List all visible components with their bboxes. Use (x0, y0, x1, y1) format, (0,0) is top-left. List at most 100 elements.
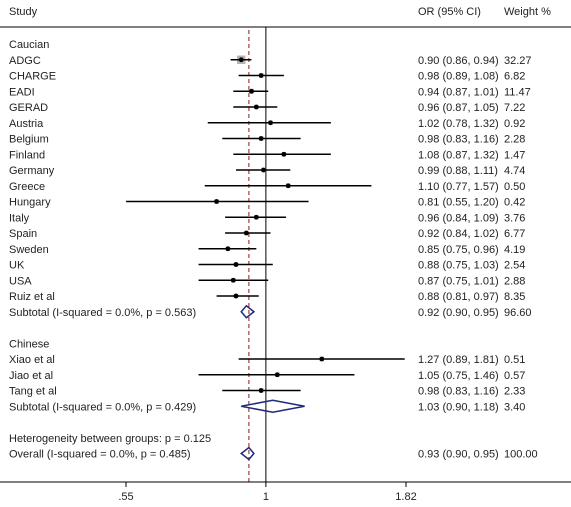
study-label: Spain (9, 228, 37, 240)
weight-value: 8.35 (504, 291, 525, 303)
point-estimate (249, 88, 254, 94)
weight-value: 2.28 (504, 134, 525, 146)
header-or: OR (95% CI) (418, 6, 481, 18)
header-row: Study OR (95% CI) Weight % (9, 6, 551, 18)
or-ci-value: 1.27 (0.89, 1.81) (418, 354, 499, 366)
point-estimate (281, 151, 287, 157)
point-estimate (253, 214, 259, 220)
weight-value: 0.57 (504, 370, 525, 382)
header-study: Study (9, 6, 38, 18)
subgroup-label: Caucian (9, 39, 49, 51)
x-axis: .55 1 1.82 (0, 481, 571, 503)
point-estimate (258, 136, 264, 141)
pooled-diamond (241, 399, 305, 414)
study-label: UK (9, 260, 25, 272)
or-ci-value: 0.92 (0.90, 0.95) (418, 307, 499, 319)
point-estimate (233, 262, 239, 267)
weight-value: 0.92 (504, 118, 525, 130)
study-label: Austria (9, 118, 44, 130)
weight-value: 4.74 (504, 165, 525, 177)
weight-value: 96.60 (504, 307, 532, 319)
or-ci-value: 0.98 (0.83, 1.16) (418, 386, 499, 398)
point-estimate (238, 57, 244, 63)
point-estimate (268, 120, 273, 126)
weight-value: 2.54 (504, 260, 525, 272)
study-label: ADGC (9, 55, 41, 67)
weight-value: 7.22 (504, 102, 525, 114)
study-label: Hungary (9, 197, 51, 209)
study-label: Belgium (9, 134, 49, 146)
study-label: GERAD (9, 102, 48, 114)
study-label: Finland (9, 149, 45, 161)
weight-value: 6.77 (504, 228, 525, 240)
point-estimate (214, 199, 219, 204)
study-label: USA (9, 275, 32, 287)
x-tick-label: 1.82 (395, 491, 416, 503)
or-ci-value: 0.88 (0.75, 1.03) (418, 260, 499, 272)
point-estimate (261, 167, 266, 173)
x-tick-label: .55 (118, 491, 133, 503)
point-estimate (319, 356, 325, 362)
weight-value: 100.00 (504, 449, 538, 461)
study-label: Tang et al (9, 386, 57, 398)
study-label: Ruiz et al (9, 291, 55, 303)
weight-value: 2.88 (504, 275, 525, 287)
study-label: Italy (9, 212, 30, 224)
weight-value: 4.19 (504, 244, 525, 256)
study-label: Greece (9, 181, 45, 193)
pooled-diamond (240, 304, 256, 319)
weight-value: 6.82 (504, 71, 525, 83)
header-weight: Weight % (504, 6, 551, 18)
subgroup-label: Chinese (9, 338, 49, 350)
weight-value: 3.40 (504, 401, 525, 413)
study-label: Germany (9, 165, 55, 177)
study-label: CHARGE (9, 71, 56, 83)
point-estimate (285, 183, 291, 189)
weight-value: 11.47 (504, 86, 531, 98)
weight-value: 0.50 (504, 181, 525, 193)
weight-value: 1.47 (504, 149, 525, 161)
reference-lines (248, 27, 267, 482)
weight-value: 2.33 (504, 386, 525, 398)
or-ci-value: 0.85 (0.75, 0.96) (418, 244, 499, 256)
point-estimate (253, 104, 259, 110)
point-estimate (258, 73, 264, 78)
or-ci-value: 0.94 (0.87, 1.01) (418, 86, 499, 98)
point-estimate (274, 372, 280, 378)
forest-rows: Caucian ADGC 0.90 (0.86, 0.94) 32.27 CHARGE 0… (9, 39, 538, 461)
or-ci-value: 1.02 (0.78, 1.32) (418, 118, 499, 130)
pooled-diamond (240, 446, 255, 461)
or-ci-value: 1.05 (0.75, 1.46) (418, 370, 499, 382)
weight-value: 3.76 (504, 212, 525, 224)
or-ci-value: 0.88 (0.81, 0.97) (418, 291, 499, 303)
or-ci-value: 0.93 (0.90, 0.95) (418, 449, 499, 461)
or-ci-value: 0.99 (0.88, 1.11) (418, 165, 498, 177)
point-estimate (233, 293, 239, 299)
subtotal-label: Overall (I-squared = 0.0%, p = 0.485) (9, 449, 191, 461)
point-estimate (230, 277, 236, 283)
study-label: Xiao et al (9, 354, 55, 366)
weight-value: 32.27 (504, 55, 532, 67)
weight-value: 0.42 (504, 197, 525, 209)
subtotal-label: Subtotal (I-squared = 0.0%, p = 0.563) (9, 307, 196, 319)
point-estimate (243, 230, 249, 236)
or-ci-value: 0.81 (0.55, 1.20) (418, 197, 499, 209)
subtotal-label: Subtotal (I-squared = 0.0%, p = 0.429) (9, 401, 196, 413)
or-ci-value: 0.98 (0.89, 1.08) (418, 71, 499, 83)
or-ci-value: 1.10 (0.77, 1.57) (418, 181, 499, 193)
weight-value: 0.51 (504, 354, 525, 366)
or-ci-value: 0.96 (0.84, 1.09) (418, 212, 499, 224)
or-ci-value: 0.98 (0.83, 1.16) (418, 134, 499, 146)
point-estimate (225, 246, 231, 252)
or-ci-value: 1.08 (0.87, 1.32) (418, 149, 499, 161)
or-ci-value: 1.03 (0.90, 1.18) (418, 401, 499, 413)
or-ci-value: 0.92 (0.84, 1.02) (418, 228, 499, 240)
study-label: Sweden (9, 244, 49, 256)
heterogeneity-note: Heterogeneity between groups: p = 0.125 (9, 433, 211, 445)
point-estimate (258, 388, 264, 393)
study-label: EADI (9, 86, 35, 98)
x-tick-label: 1 (263, 491, 269, 503)
or-ci-value: 0.90 (0.86, 0.94) (418, 55, 499, 67)
or-ci-value: 0.87 (0.75, 1.01) (418, 275, 499, 287)
